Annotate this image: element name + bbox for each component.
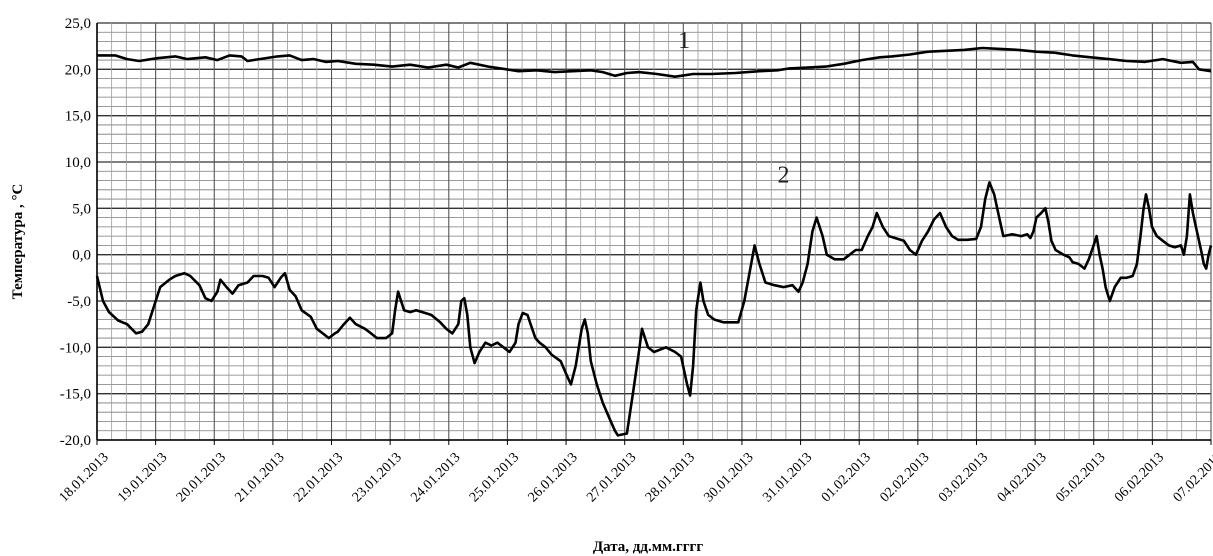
y-axis-title: Температура , °С	[10, 184, 26, 300]
y-tick-label: 20,0	[65, 62, 91, 78]
series-label-2: 2	[777, 162, 789, 188]
y-tick-label: 15,0	[65, 109, 91, 125]
y-tick-labels: 25,0 20,0 15,0 10,0 5,0 0,0 -5,0 -10,0 -15,0 -20,…	[60, 16, 91, 449]
x-tick-label: 22.01.2013	[291, 450, 346, 505]
x-tick-label: 30.01.2013	[702, 450, 757, 505]
x-tick-label: 05.02.2013	[1053, 450, 1108, 505]
x-tick-label: 25.01.2013	[467, 450, 522, 505]
x-tick-label: 06.02.2013	[1112, 450, 1167, 505]
x-tick-label: 21.01.2013	[232, 450, 287, 505]
x-tick-label: 02.02.2013	[877, 450, 932, 505]
axes	[96, 23, 1212, 445]
y-tick-label: 10,0	[65, 155, 91, 171]
y-tick-label: 0,0	[72, 248, 91, 264]
x-tick-label: 26.01.2013	[526, 450, 581, 505]
x-tick-label: 31.01.2013	[760, 450, 815, 505]
series-label-1: 1	[678, 28, 690, 54]
series-line-1	[97, 46, 1212, 78]
major-gridlines	[96, 22, 1212, 441]
y-tick-label: -10,0	[60, 340, 91, 356]
x-tick-label: 07.02.2013	[1171, 450, 1213, 505]
y-tick-label: 5,0	[72, 201, 91, 217]
x-tick-label: 24.01.2013	[408, 450, 463, 505]
x-axis-title: Дата, дд.мм.гггг	[593, 539, 704, 555]
y-tick-label: -20,0	[60, 433, 91, 449]
x-tick-label: 18.01.2013	[57, 450, 112, 505]
x-tick-label: 23.01.2013	[350, 450, 405, 505]
x-tick-label: 28.01.2013	[643, 450, 698, 505]
x-tick-label: 20.01.2013	[174, 450, 229, 505]
x-tick-labels: 18.01.2013 19.01.2013 20.01.2013 21.01.2013…	[57, 450, 1213, 505]
series-line-2	[95, 181, 1213, 437]
y-tick-label: -5,0	[67, 294, 91, 310]
y-tick-label: -15,0	[60, 387, 91, 403]
x-tick-label: 01.02.2013	[819, 450, 874, 505]
x-tick-label: 19.01.2013	[115, 450, 170, 505]
x-tick-label: 27.01.2013	[584, 450, 639, 505]
series-layer	[95, 46, 1213, 437]
x-tick-label: 04.02.2013	[995, 450, 1050, 505]
y-tick-label: 25,0	[65, 16, 91, 32]
x-tick-label: 03.02.2013	[936, 450, 991, 505]
